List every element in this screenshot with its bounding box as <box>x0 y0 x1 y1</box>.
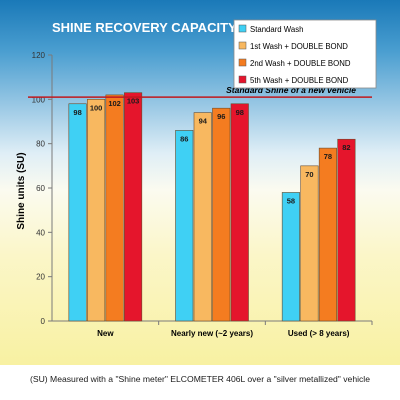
legend-swatch <box>238 75 247 84</box>
reference-line-group: Standard Shine of a new vehicle <box>28 85 372 98</box>
x-tick-label: New <box>97 329 114 338</box>
chart-svg: SHINE RECOVERY CAPACITY Shine units (SU)… <box>16 19 377 338</box>
bar <box>212 107 231 322</box>
legend-label: Standard Wash <box>250 25 303 34</box>
bar <box>230 103 249 322</box>
legend-box <box>233 19 377 89</box>
bar-value-label: 96 <box>217 112 225 121</box>
bar <box>105 94 124 322</box>
chart-title: SHINE RECOVERY CAPACITY <box>52 20 237 35</box>
axes-group: 0 20 40 60 80 100 120 New Nearly new (~2 years) U… <box>32 51 373 338</box>
bar <box>124 92 143 322</box>
y-tick-label: 60 <box>36 184 45 193</box>
bar <box>175 130 194 322</box>
y-tick-label: 40 <box>36 228 45 237</box>
bar-value-label: 82 <box>342 143 350 152</box>
y-tick-label: 0 <box>41 317 46 326</box>
y-tick-label: 80 <box>36 140 45 149</box>
y-tick-label: 100 <box>32 95 46 104</box>
bar-value-label: 103 <box>127 97 140 106</box>
legend-label: 1st Wash + DOUBLE BOND <box>250 42 348 51</box>
footer <box>0 365 400 400</box>
bar-value-label: 102 <box>108 99 121 108</box>
bar-value-label: 94 <box>199 117 208 126</box>
x-tick-label: Nearly new (~2 years) <box>171 329 253 338</box>
bar <box>300 165 319 322</box>
bar-value-label: 100 <box>90 103 103 112</box>
bar <box>87 99 106 322</box>
bar <box>337 138 356 322</box>
y-tick-label: 20 <box>36 273 45 282</box>
legend-swatch <box>238 41 247 50</box>
y-axis-label: Shine units (SU) <box>16 152 27 229</box>
bar <box>193 112 212 322</box>
legend-label: 2nd Wash + DOUBLE BOND <box>250 59 351 68</box>
legend-swatch <box>238 24 247 33</box>
bars-group: 98 100 102 103 86 94 96 98 58 70 78 82 <box>68 92 356 322</box>
legend: Standard Wash 1st Wash + DOUBLE BOND 2nd W… <box>233 19 377 89</box>
caption: (SU) Measured with a "Shine meter" ELCOM… <box>29 374 370 384</box>
bar-value-label: 98 <box>236 108 244 117</box>
bar-value-label: 98 <box>73 108 81 117</box>
x-tick-label: Used (> 8 years) <box>288 329 350 338</box>
bar-value-label: 86 <box>180 134 188 143</box>
bar <box>281 192 300 322</box>
bar-value-label: 78 <box>324 152 332 161</box>
bar <box>68 103 87 322</box>
y-tick-label: 120 <box>32 51 46 60</box>
legend-label: 5th Wash + DOUBLE BOND <box>250 76 349 85</box>
bar-value-label: 70 <box>305 170 313 179</box>
legend-swatch <box>238 58 247 67</box>
reference-line-label: Standard Shine of a new vehicle <box>226 85 356 95</box>
bar <box>318 147 337 322</box>
bar-value-label: 58 <box>287 196 295 205</box>
